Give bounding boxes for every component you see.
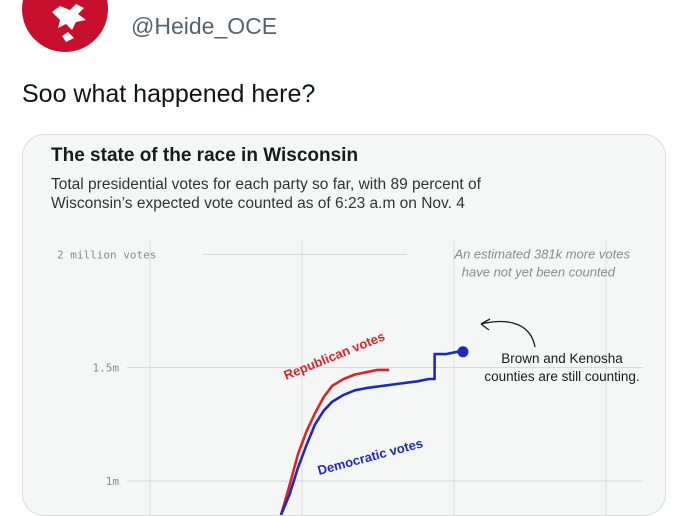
chart-card[interactable]: The state of the race in Wisconsin Total…	[22, 134, 666, 516]
chart-title: The state of the race in Wisconsin	[51, 145, 359, 166]
democratic-series-line	[279, 350, 463, 515]
grid-lines	[127, 239, 643, 515]
y-tick-label: 2 million votes	[57, 248, 156, 261]
callout-arrow-icon	[480, 318, 536, 348]
avatar[interactable]	[22, 0, 108, 52]
uncounted-note-line-2: have not yet been counted	[462, 264, 616, 279]
chart-subtitle-line-2: Wisconsin’s expected vote counted as of …	[51, 195, 465, 212]
democratic-endpoint-dot	[457, 346, 469, 358]
y-tick-label: 1m	[106, 475, 120, 488]
callout-line-2: counties are still counting.	[484, 369, 639, 384]
chart-subtitle-line-1: Total presidential votes for each party …	[51, 176, 481, 193]
y-tick-labels: 2 million votes 1.5m 1m	[57, 248, 156, 488]
democratic-series-label: Democratic votes	[316, 435, 425, 478]
y-tick-label: 1.5m	[93, 362, 120, 375]
chart-subtitle: Total presidential votes for each party …	[51, 175, 641, 213]
uncounted-note-line-1: An estimated 381k more votes	[453, 246, 630, 261]
republican-series-line	[279, 368, 390, 515]
tweet-text: Soo what happened here?	[22, 80, 316, 108]
republican-series-label: Republican votes	[282, 329, 387, 383]
user-handle[interactable]: @Heide_OCE	[131, 13, 278, 39]
chart-plot: 2 million votes 1.5m 1m An estimated 381k …	[57, 239, 643, 515]
callout-line-1: Brown and Kenosha	[501, 351, 623, 366]
series-lines	[279, 346, 469, 515]
dragon-logo-icon	[52, 4, 86, 42]
